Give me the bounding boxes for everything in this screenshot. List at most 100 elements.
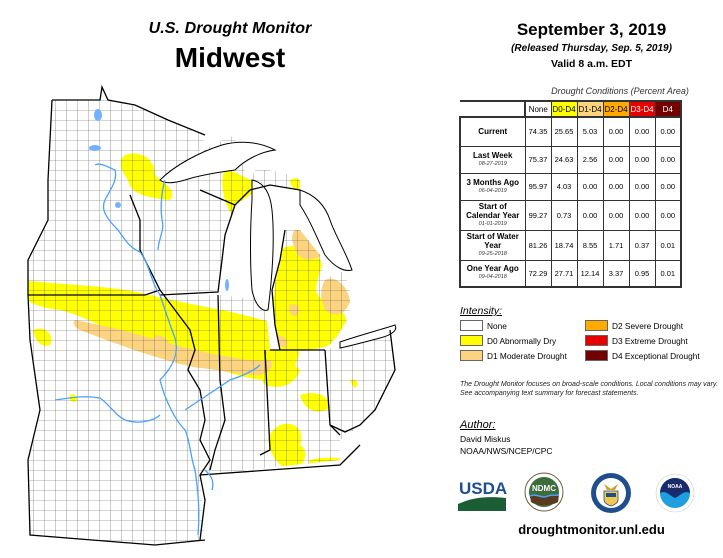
drought-conditions-table: None D0-D4 D1-D4 D2-D4 D3-D4 D4 Current 7… <box>459 100 682 288</box>
cell-d2-d4: 3.37 <box>602 259 630 288</box>
legend-swatch-icon <box>460 350 483 361</box>
conditions-table-caption: Drought Conditions (Percent Area) <box>551 86 689 96</box>
usda-logo[interactable]: USDA <box>457 478 508 517</box>
cell-d0-d4: 25.65 <box>550 116 578 147</box>
legend-label: D1 Moderate Drought <box>487 350 567 361</box>
cell-none: 74.35 <box>524 116 552 147</box>
state-borders <box>27 84 396 546</box>
ndmc-logo-icon: NDMC <box>524 472 564 512</box>
legend-item: D4 Exceptional Drought <box>585 350 720 361</box>
table-row: Last Week 08-27-2019 75.37 24.63 2.56 0.00 0.0… <box>459 145 682 174</box>
legend-label: D0 Abnormally Dry <box>487 335 557 346</box>
date-block: September 3, 2019 (Released Thursday, Se… <box>460 20 723 70</box>
cell-none: 75.37 <box>524 145 552 174</box>
valid-time: Valid 8 a.m. EDT <box>550 58 633 70</box>
cell-d2-d4: 0.00 <box>602 145 630 174</box>
row-date: 09-04-2018 <box>478 274 507 281</box>
cell-d0-d4: 27.71 <box>550 259 578 288</box>
cell-none: 81.26 <box>524 229 552 261</box>
disclaimer-note: The Drought Monitor focuses on broad-sca… <box>460 381 718 397</box>
row-label: Start of Calendar Year 01-01-2019 <box>459 199 526 231</box>
legend-item: None <box>460 320 585 331</box>
cell-none: 95.97 <box>524 172 552 201</box>
table-header-row: None D0-D4 D1-D4 D2-D4 D3-D4 D4 <box>460 100 682 118</box>
cell-d1-d4: 0.00 <box>576 199 604 231</box>
cell-d0-d4: 18.74 <box>550 229 578 261</box>
table-row: 3 Months Ago 06-04-2019 95.97 4.03 0.00 0.00 0… <box>459 172 682 201</box>
row-label-text: One Year Ago <box>466 264 519 274</box>
title-block: U.S. Drought Monitor Midwest <box>100 20 360 74</box>
legend-swatch-icon <box>460 335 483 346</box>
legend-label: D4 Exceptional Drought <box>612 350 700 361</box>
legend-item: D2 Severe Drought <box>585 320 720 331</box>
cell-d2-d4: 0.00 <box>602 116 630 147</box>
cell-d4: 0.00 <box>654 116 682 147</box>
cell-d0-d4: 24.63 <box>550 145 578 174</box>
col-d1-d4: D1-D4 <box>576 100 604 118</box>
noaa-logo-icon: NOAA <box>655 473 695 513</box>
row-label-text: Start of Water Year <box>466 231 519 250</box>
legend-swatch-icon <box>585 350 608 361</box>
legend-swatch-icon <box>585 335 608 346</box>
cell-d1-d4: 5.03 <box>576 116 604 147</box>
rivers <box>54 163 261 536</box>
release-date: (Released Thursday, Sep. 5, 2019) <box>511 43 672 54</box>
cell-none: 72.29 <box>524 259 552 288</box>
cell-d4: 0.01 <box>654 229 682 261</box>
table-row: One Year Ago 09-04-2018 72.29 27.71 12.14 3.3… <box>459 259 682 288</box>
row-date: 01-01-2019 <box>478 220 507 227</box>
cell-d4: 0.00 <box>654 145 682 174</box>
website-link[interactable]: droughtmonitor.unl.edu <box>518 522 665 537</box>
author-heading: Author: <box>460 419 496 431</box>
table-row: Start of Calendar Year 01-01-2019 99.27 0.7… <box>459 199 682 231</box>
cell-d1-d4: 12.14 <box>576 259 604 288</box>
col-d4: D4 <box>654 100 682 118</box>
row-date: 08-27-2019 <box>478 160 507 167</box>
cell-d3-d4: 0.37 <box>628 229 656 261</box>
col-d2-d4: D2-D4 <box>602 100 630 118</box>
row-label: Current <box>459 116 526 147</box>
intensity-legend: Intensity: None D2 Severe Drought D0 Abnor… <box>460 305 723 361</box>
row-label-text: Current <box>478 127 508 137</box>
cell-d2-d4: 0.00 <box>602 199 630 231</box>
cell-d3-d4: 0.00 <box>628 116 656 147</box>
col-none: None <box>524 100 552 118</box>
cell-d2-d4: 0.00 <box>602 172 630 201</box>
legend-item: D3 Extreme Drought <box>585 335 720 346</box>
drought-map <box>0 80 455 558</box>
row-date: 09-25-2018 <box>478 250 507 257</box>
midwest-map-svg <box>27 84 397 546</box>
commerce-seal-icon <box>591 473 631 513</box>
ndmc-logo[interactable]: NDMC <box>524 472 564 517</box>
legend-label: None <box>487 320 507 331</box>
table-body: Current 74.35 25.65 5.03 0.00 0.00 0.00 Last We… <box>459 116 682 288</box>
row-label: Last Week 08-27-2019 <box>459 145 526 174</box>
map-subtitle: U.S. Drought Monitor <box>148 20 312 37</box>
svg-text:USDA: USDA <box>459 479 507 498</box>
author-organization: NOAA/NWS/NCEP/CPC <box>460 446 553 456</box>
cell-d0-d4: 4.03 <box>550 172 578 201</box>
commerce-logo[interactable] <box>590 472 632 519</box>
legend-label: D2 Severe Drought <box>612 320 684 331</box>
cell-d1-d4: 2.56 <box>576 145 604 174</box>
great-lakes <box>159 141 397 349</box>
row-label: Start of Water Year 09-25-2018 <box>459 229 526 261</box>
noaa-logo[interactable]: NOAA <box>654 472 696 519</box>
legend-grid: None D2 Severe Drought D0 Abnormally Dry D3… <box>460 320 723 361</box>
inland-lakes <box>89 109 229 291</box>
cell-d3-d4: 0.95 <box>628 259 656 288</box>
table-row: Start of Water Year 09-25-2018 81.26 18.74 8… <box>459 229 682 261</box>
author-name: David Miskus <box>460 434 511 444</box>
intensity-title: Intensity: <box>460 305 503 317</box>
row-date: 06-04-2019 <box>478 187 507 194</box>
usda-logo-icon: USDA <box>457 479 507 511</box>
col-d3-d4: D3-D4 <box>628 100 656 118</box>
row-label-text: Last Week <box>473 150 513 160</box>
legend-item: D1 Moderate Drought <box>460 350 585 361</box>
cell-d4: 0.01 <box>654 259 682 288</box>
table-row: Current 74.35 25.65 5.03 0.00 0.00 0.00 <box>459 116 682 147</box>
cell-d3-d4: 0.00 <box>628 145 656 174</box>
svg-text:NDMC: NDMC <box>532 484 556 493</box>
table-corner <box>460 100 526 118</box>
row-label-text: 3 Months Ago <box>466 177 520 187</box>
